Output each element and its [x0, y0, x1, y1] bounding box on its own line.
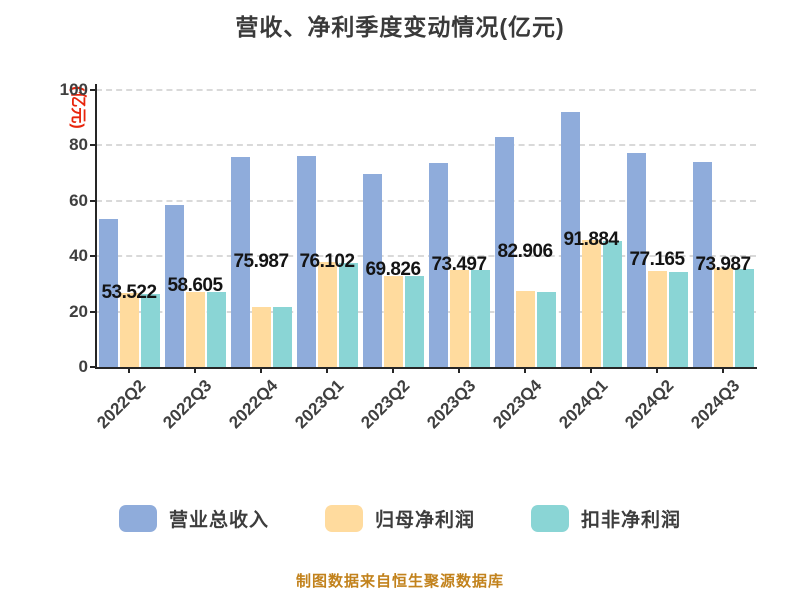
value-label-2022Q3: 58.605	[167, 274, 223, 296]
value-label-2023Q4: 82.906	[497, 241, 553, 263]
y-axis-line	[95, 84, 97, 368]
bar-revenue-2024Q2	[626, 153, 646, 367]
legend-item-deducted-profit: 扣非净利润	[531, 505, 681, 532]
legend-swatch-net-profit	[324, 505, 363, 532]
bar-revenue-2022Q2	[98, 218, 118, 367]
x-tick-mark-2023Q3	[458, 367, 460, 373]
gridline-100	[96, 89, 756, 91]
x-tick-label-2023Q2: 2023Q2	[357, 376, 414, 433]
y-tick-mark-0	[90, 366, 96, 368]
bar-revenue-2023Q1	[296, 156, 316, 367]
bar-revenue-2024Q3	[692, 162, 712, 367]
bar-net_profit-2024Q1	[581, 240, 601, 367]
bar-deducted_profit-2023Q4	[536, 292, 556, 367]
bar-deducted_profit-2022Q4	[272, 306, 292, 367]
bar-deducted_profit-2023Q1	[338, 263, 358, 367]
x-tick-label-2023Q1: 2023Q1	[291, 376, 348, 433]
gridline-40	[96, 255, 756, 258]
y-tick-mark-40	[90, 255, 96, 258]
bar-deducted_profit-2023Q2	[404, 276, 424, 367]
bar-net_profit-2023Q4	[515, 291, 535, 367]
bar-revenue-2023Q4	[494, 137, 514, 367]
x-tick-label-2023Q3: 2023Q3	[423, 376, 480, 433]
bar-deducted_profit-2022Q2	[140, 293, 160, 367]
x-tick-mark-2022Q3	[194, 367, 196, 373]
x-tick-mark-2023Q4	[524, 367, 526, 373]
value-label-2023Q1: 76.102	[299, 250, 355, 272]
y-tick-label-40: 40	[69, 246, 88, 266]
legend: 营业总收入 归母净利润 扣非净利润	[0, 505, 800, 532]
y-tick-mark-20	[90, 310, 96, 313]
bar-revenue-2023Q3	[428, 163, 448, 367]
x-tick-mark-2024Q3	[722, 367, 724, 373]
x-tick-mark-2024Q1	[590, 367, 592, 373]
value-label-2024Q3: 73.987	[695, 253, 751, 275]
legend-swatch-deducted-profit	[531, 505, 569, 532]
bar-net_profit-2023Q1	[317, 262, 337, 367]
bar-revenue-2023Q2	[362, 173, 382, 367]
bar-deducted_profit-2022Q3	[206, 292, 226, 367]
x-tick-label-2022Q4: 2022Q4	[225, 376, 282, 433]
gridline-60	[96, 199, 756, 202]
chart-title: 营收、净利季度变动情况(亿元)	[235, 14, 565, 40]
y-tick-mark-100	[90, 89, 96, 91]
x-tick-mark-2022Q2	[128, 367, 130, 373]
y-tick-label-20: 20	[69, 301, 88, 321]
x-tick-label-2024Q2: 2024Q2	[621, 376, 678, 433]
value-label-2024Q1: 91.884	[563, 228, 619, 250]
x-tick-label-2023Q4: 2023Q4	[489, 376, 546, 433]
bar-deducted_profit-2024Q1	[602, 240, 622, 367]
y-tick-label-80: 80	[69, 135, 88, 155]
y-tick-mark-80	[90, 144, 96, 147]
x-tick-label-2022Q2: 2022Q2	[93, 376, 150, 433]
x-tick-label-2022Q3: 2022Q3	[159, 376, 216, 433]
x-axis-line	[95, 367, 757, 369]
legend-label-revenue: 营业总收入	[168, 510, 269, 531]
legend-label-net-profit: 归母净利润	[374, 510, 475, 531]
legend-item-net-profit: 归母净利润	[324, 505, 475, 532]
legend-item-revenue: 营业总收入	[118, 505, 269, 532]
bar-revenue-2022Q4	[230, 156, 250, 367]
legend-label-deducted-profit: 扣非净利润	[581, 510, 682, 531]
bar-net_profit-2023Q2	[383, 276, 403, 367]
x-tick-mark-2022Q4	[260, 367, 262, 373]
bar-revenue-2024Q1	[560, 112, 580, 367]
value-label-2022Q2: 53.522	[101, 281, 157, 303]
legend-swatch-revenue	[118, 505, 157, 532]
bar-net_profit-2022Q2	[119, 293, 139, 367]
bar-revenue-2022Q3	[164, 204, 184, 367]
x-tick-label-2024Q3: 2024Q3	[687, 376, 744, 433]
x-tick-mark-2024Q2	[656, 367, 658, 373]
bar-net_profit-2022Q3	[185, 292, 205, 367]
value-label-2024Q2: 77.165	[629, 249, 685, 271]
bar-deducted_profit-2023Q3	[470, 270, 490, 367]
bar-net_profit-2022Q4	[251, 306, 271, 367]
footer-credit: 制图数据来自恒生聚源数据库	[295, 573, 504, 590]
bar-deducted_profit-2024Q3	[734, 268, 754, 367]
value-label-2023Q3: 73.497	[431, 254, 487, 276]
gridline-80	[96, 144, 756, 147]
x-tick-mark-2023Q1	[326, 367, 328, 373]
y-tick-label-100: 100	[59, 80, 88, 99]
bar-deducted_profit-2024Q2	[668, 271, 688, 367]
gridline-20	[96, 310, 756, 313]
y-tick-label-60: 60	[69, 190, 88, 210]
x-tick-mark-2023Q2	[392, 367, 394, 373]
bar-net_profit-2024Q2	[647, 271, 667, 367]
value-label-2022Q4: 75.987	[233, 250, 289, 272]
value-label-2023Q2: 69.826	[365, 259, 421, 281]
bar-net_profit-2024Q3	[713, 268, 733, 367]
y-tick-mark-60	[90, 199, 96, 202]
x-tick-label-2024Q1: 2024Q1	[555, 376, 612, 433]
y-tick-label-0: 0	[78, 357, 88, 376]
bar-net_profit-2023Q3	[449, 269, 469, 367]
